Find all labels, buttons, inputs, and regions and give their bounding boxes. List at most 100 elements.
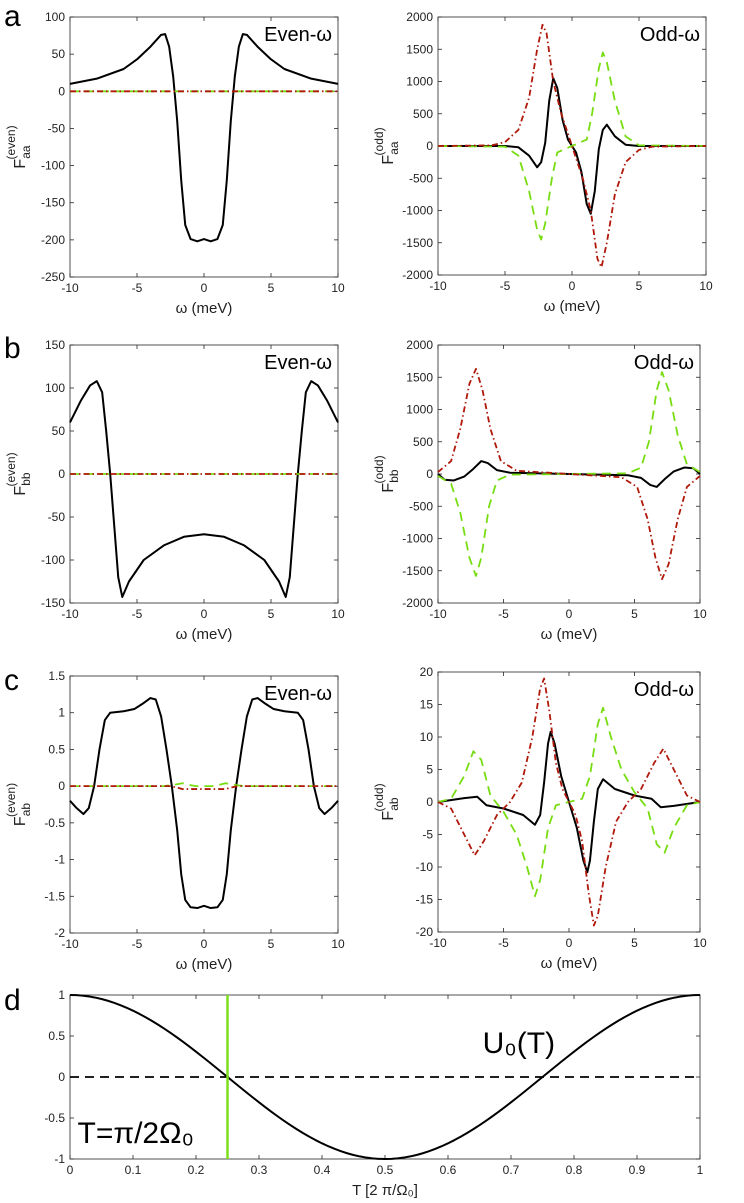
y-tick-label: 0.5 [48,1029,65,1043]
y-tick-label: 500 [413,107,433,121]
x-tick-label: 0 [569,279,576,293]
y-tick-label: 150 [45,338,65,352]
x-tick-label: 0.3 [251,1163,268,1177]
series-red [437,367,701,581]
series-red [70,785,338,790]
y-axis-label-sub: bb [387,469,401,483]
y-tick-label: -10 [416,860,434,874]
y-tick-label: 0 [58,779,65,793]
series-black [69,697,339,910]
y-tick-label: 1.5 [48,669,65,683]
x-tick-label: 5 [636,279,643,293]
x-axis-label: ω (meV) [541,955,598,972]
y-tick-label: 0 [58,84,65,98]
y-tick-label: 500 [413,435,433,449]
series-green [437,371,701,577]
x-tick-label: 0.2 [188,1163,205,1177]
series-black [69,33,339,243]
panel-label-b: b [4,332,21,365]
plot-a-odd: -10 -5 0 5 10 2000 1500 1000 500 0 -500 -1000 -1500 -… [372,10,713,315]
y-tick-label: -50 [48,121,66,135]
x-tick-label: -10 [429,607,447,621]
plot-d: 0 0.1 0.2 0.3 0.4 0.5 0.6 0.7 0.8 0.9 1 1 0.5 0 -0.5 -1… [44,988,703,1199]
panel-label-c: c [4,664,19,697]
y-axis-label-sup: (odd) [372,783,386,811]
y-tick-label: 1500 [406,370,433,384]
y-tick-label: 100 [45,10,65,24]
x-tick-label: 5 [268,607,275,621]
x-tick-label: 0.4 [314,1163,331,1177]
panel-annotation: Even-ω [264,352,332,374]
y-tick-label: -20 [416,925,434,939]
y-tick-label: 1000 [406,403,433,417]
y-tick-label: -2 [54,926,65,940]
y-axis-label: Faa(even) [4,125,33,168]
x-tick-label: 0 [566,936,573,950]
panel-annotation: Odd-ω [640,24,700,46]
x-axis-label: ω (meV) [544,298,601,315]
x-tick-label: -5 [132,937,143,951]
plot-c-odd: -10 -5 0 5 10 20 15 10 5 0 -5 -10 -15 -20 ω (meV) Fab(o… [372,665,707,972]
x-tick-label: 10 [331,937,345,951]
y-tick-label: 0 [426,467,433,481]
x-tick-label: 0 [201,937,208,951]
y-tick-label: -1 [54,1152,65,1166]
x-tick-label: -10 [429,936,447,950]
y-tick-label: 50 [52,424,66,438]
x-tick-label: 10 [693,607,707,621]
y-axis-label-sup: (even) [4,125,18,159]
x-tick-label: 0 [201,281,208,295]
x-tick-label: -5 [132,281,143,295]
y-axis-label-main: F [380,483,397,493]
series-green [70,782,338,788]
axes-frame [69,16,339,278]
y-axis-label: Faa(odd) [372,127,401,164]
y-tick-label: 15 [420,698,434,712]
x-tick-label: 0.9 [629,1163,646,1177]
x-tick-label: 0.8 [566,1163,583,1177]
x-tick-label: 0.6 [440,1163,457,1177]
curve-annotation: U₀(T) [483,1027,555,1060]
y-tick-label: -100 [41,553,65,567]
y-axis-label-sup: (odd) [372,127,386,155]
x-tick-label: 5 [631,936,638,950]
y-tick-label: -50 [48,510,66,524]
panel-label-d: d [4,984,21,1017]
y-axis-label-sup: (even) [4,783,18,817]
plot-b-odd: -10 -5 0 5 10 2000 1500 1000 500 0 -500 -1000 -1500 -… [372,338,707,643]
y-axis-label: Fab(odd) [372,783,401,820]
x-tick-label: 5 [268,937,275,951]
x-tick-label: 0 [67,1163,74,1177]
y-axis-label: Fbb(even) [4,452,33,495]
y-tick-label: -2000 [402,596,433,610]
series-black [69,380,339,598]
x-tick-label: 1 [697,1163,704,1177]
series-green [437,51,707,241]
x-tick-label: 0.5 [377,1163,394,1177]
x-tick-label: 10 [331,607,345,621]
y-tick-label: 0 [58,1070,65,1084]
series-red [437,677,701,927]
panel-annotation: Even-ω [264,683,332,705]
y-tick-label: 0 [426,795,433,809]
y-tick-label: -15 [416,893,434,907]
y-tick-label: 20 [420,665,434,679]
x-tick-label: -5 [500,279,511,293]
x-tick-label: -10 [429,279,447,293]
y-axis-label-sub: bb [19,472,33,486]
y-tick-label: 0 [58,467,65,481]
x-tick-label: 0 [201,607,208,621]
y-tick-label: -500 [409,171,433,185]
x-tick-label: 10 [693,936,707,950]
x-tick-label: -5 [498,607,509,621]
panel-annotation: Odd-ω [634,352,694,374]
y-tick-label: -1000 [402,204,433,218]
y-tick-label: -5 [422,828,433,842]
y-tick-label: -0.5 [44,816,65,830]
y-tick-label: -1.5 [44,889,65,903]
y-tick-label: -500 [409,499,433,513]
y-tick-label: -0.5 [44,1111,65,1125]
y-tick-label: 1000 [406,75,433,89]
y-axis-label-main: F [380,155,397,165]
